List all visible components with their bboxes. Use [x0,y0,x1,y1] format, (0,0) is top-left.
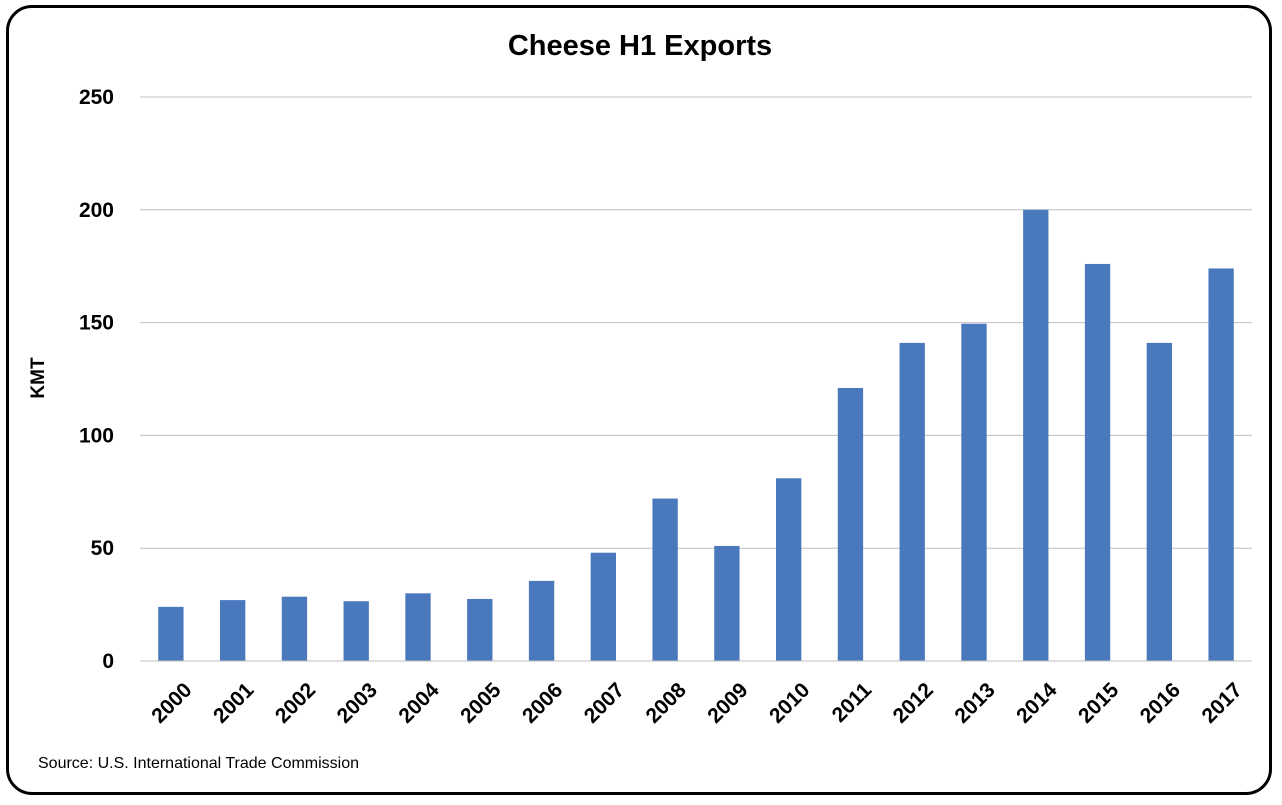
bar-2017 [1208,268,1234,661]
x-axis-ticks: 2000 2001 2002 2003 2004 2005 2006 2007 2008 2009… [147,678,1247,728]
bar-2000 [158,606,184,661]
x-tick-label: 2000 [147,678,196,727]
bar-2015 [1084,263,1111,661]
gridlines [140,96,1252,549]
x-tick-label: 2016 [1136,678,1185,727]
bar-2001 [220,600,246,661]
y-tick-label: 150 [79,312,114,335]
chart-frame [6,5,1272,795]
bar-2009 [714,545,740,661]
bar-2002 [281,596,308,661]
y-axis-ticks: 0 50 100 150 200 250 [79,86,114,673]
y-tick-label: 100 [79,424,114,447]
bar-2005 [467,598,493,661]
bar-2016 [1146,342,1172,661]
bar-2004 [405,593,431,661]
x-tick-label: 2007 [580,678,629,727]
x-tick-label: 2006 [518,678,567,727]
chart-title: Cheese H1 Exports [508,30,772,62]
x-tick-label: 2017 [1198,678,1247,727]
bar-2010 [776,478,802,661]
y-tick-label: 200 [79,199,114,222]
y-tick-label: 0 [102,650,114,673]
bars [158,209,1234,662]
bar-2006 [528,580,555,661]
x-tick-label: 2014 [1012,678,1062,728]
y-tick-label: 250 [79,86,114,109]
x-tick-label: 2015 [1074,678,1124,728]
x-tick-label: 2013 [950,678,999,727]
bar-2007 [590,552,616,661]
bar-2014 [1023,209,1049,662]
x-tick-label: 2001 [209,678,259,728]
x-tick-label: 2003 [333,678,382,727]
x-tick-label: 2002 [271,678,320,727]
y-axis-label: KMT [28,357,49,399]
x-tick-label: 2011 [828,678,877,727]
y-tick-label: 50 [91,537,114,560]
bar-2003 [343,601,369,661]
bar-2013 [961,323,987,661]
x-tick-label: 2005 [456,678,506,728]
x-tick-label: 2010 [765,678,814,727]
bar-2012 [899,342,925,661]
bar-2011 [837,388,864,661]
source-note: Source: U.S. International Trade Commiss… [38,755,359,772]
bar-2008 [652,498,678,661]
x-tick-label: 2012 [889,678,938,727]
x-tick-label: 2008 [642,678,692,728]
x-tick-label: 2009 [703,678,752,727]
x-tick-label: 2004 [394,678,444,728]
